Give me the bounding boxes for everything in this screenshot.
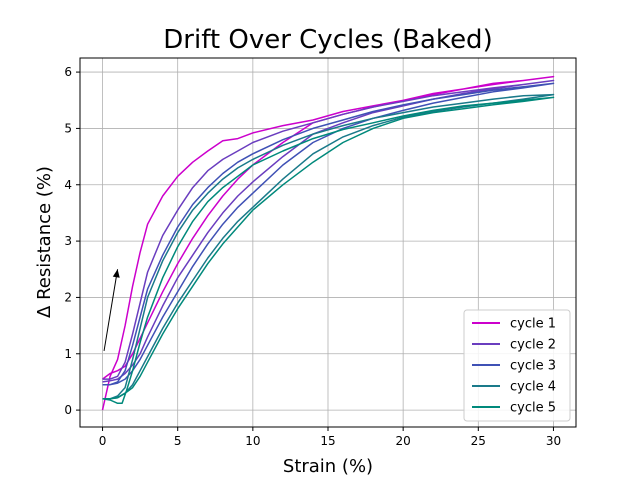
series-line-cycle-2: [102, 79, 555, 383]
x-tick-label: 5: [174, 434, 182, 448]
x-tick-label: 0: [99, 434, 107, 448]
legend-box: [463, 309, 571, 422]
annotation-arrow-head: [112, 269, 120, 278]
legend-label: cycle 4: [510, 380, 556, 395]
annotation-arrow-shaft: [103, 269, 119, 352]
series-line-cycle-5: [102, 96, 555, 405]
series-line-cycle-4: [102, 93, 555, 400]
chart-title: Drift Over Cycles (Baked): [163, 25, 492, 55]
x-axis-label: Strain (%): [283, 456, 373, 477]
legend-label: cycle 1: [510, 317, 556, 332]
y-tick-label: 2: [64, 290, 72, 304]
y-tick-label: 6: [64, 65, 72, 79]
series-line-cycle-1: [101, 75, 555, 411]
x-tick-label: 10: [245, 434, 260, 448]
y-tick-label: 0: [64, 403, 72, 417]
series-line-cycle-3: [102, 82, 555, 386]
y-tick-label: 1: [64, 347, 72, 361]
x-tick-label: 25: [471, 434, 486, 448]
plot-series: [101, 75, 555, 411]
legend-label: cycle 2: [510, 338, 556, 353]
x-tick-label: 30: [546, 434, 561, 448]
y-tick-label: 3: [64, 234, 72, 248]
x-tick-label: 15: [320, 434, 335, 448]
x-tick-label: 20: [396, 434, 411, 448]
annotation-arrow: [103, 269, 120, 352]
grid-lines: [80, 58, 576, 427]
legend: cycle 1 cycle 2 cycle 3 cycle 4 cycle 5: [463, 309, 571, 422]
y-axis-label: Δ Resistance (%): [34, 166, 55, 318]
legend-label: cycle 5: [510, 401, 556, 416]
axis-ticks: 0 5 10 15 20 25 30 0 1 2 3 4 5 6: [64, 65, 561, 448]
legend-label: cycle 3: [510, 359, 556, 374]
y-tick-label: 5: [64, 121, 72, 135]
y-tick-label: 4: [64, 178, 72, 192]
